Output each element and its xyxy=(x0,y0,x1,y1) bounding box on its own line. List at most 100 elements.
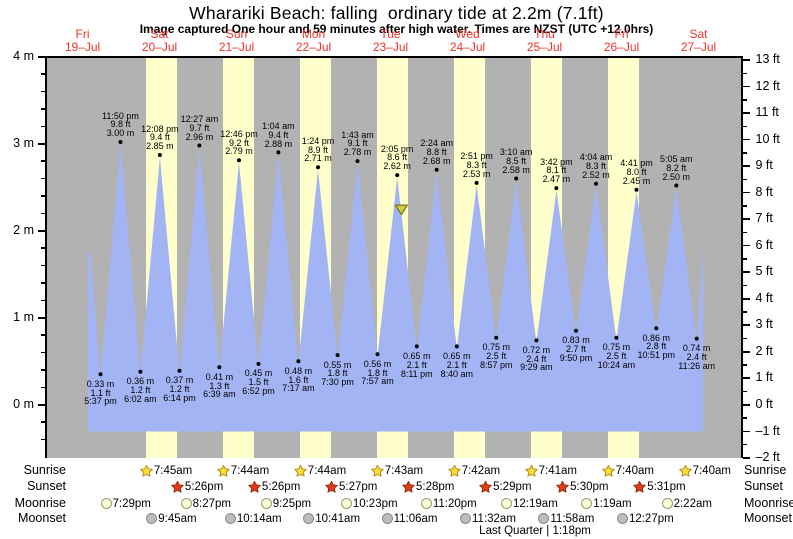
tide-label-line-1: 1.1 ft xyxy=(90,387,111,398)
tide-label-line-2: 7:17 am xyxy=(282,383,315,394)
tide-point xyxy=(494,335,499,340)
right-axis-major-tick xyxy=(742,457,750,459)
chart-element xyxy=(139,464,153,477)
astro-time: 5:30pm xyxy=(570,480,609,493)
tide-high-label: 5:05 am 8.2 ft 2.50 m xyxy=(644,155,708,181)
right-axis-minor-tick xyxy=(742,231,747,234)
tide-label-line-0: 0.33 m xyxy=(86,378,115,389)
sunset-star-icon xyxy=(402,480,416,493)
left-axis-minor-tick xyxy=(41,73,45,75)
tide-label-line-0: 0.65 m xyxy=(443,350,471,361)
tide-label-line-1: 8.2 ft xyxy=(666,162,687,173)
tide-low-label: 0.55 m 1.8 ft 7:30 pm xyxy=(306,360,370,387)
moonset-icon xyxy=(538,513,550,524)
tide-label-line-2: 2.58 m xyxy=(502,164,530,175)
tide-high-label: 12:46 pm 9.2 ft 2.79 m xyxy=(207,128,271,156)
astro-time: 7:40am xyxy=(692,464,731,477)
tide-label-line-1: 2.5 ft xyxy=(486,351,507,362)
left-axis-tick-label: 4 m xyxy=(13,49,34,63)
left-axis-major-tick xyxy=(38,143,45,145)
right-axis-minor-tick xyxy=(742,205,747,207)
moonset-icon xyxy=(616,513,628,524)
tide-low-label: 0.75 m 2.5 ft 8:57 pm xyxy=(464,343,528,369)
left-axis-minor-tick xyxy=(41,125,45,128)
tide-label-line-0: 0.86 m xyxy=(642,332,671,343)
tide-label-line-1: 8.5 ft xyxy=(506,155,527,166)
right-axis-minor-tick xyxy=(742,99,747,101)
tide-point xyxy=(414,344,419,349)
chart-title: Wharariki Beach: falling ordinary tide a… xyxy=(189,3,604,23)
day-label-dow: Fri xyxy=(614,27,629,41)
right-axis-major-tick xyxy=(742,377,750,380)
right-axis-tick-label: –2 ft xyxy=(755,450,780,465)
tide-high-label: 1:43 am 9.1 ft 2.78 m xyxy=(326,130,390,157)
tide-label-line-1: 1.8 ft xyxy=(367,367,388,378)
tide-label-line-1: 2.1 ft xyxy=(446,359,467,370)
astro-time: 12:27pm xyxy=(628,512,674,525)
right-axis-tick-label: 2 ft xyxy=(755,343,773,358)
astro-entry-moonset: 12:27pm xyxy=(616,512,674,525)
astro-time: 1:19am xyxy=(593,497,632,510)
tide-label-line-1: 2.1 ft xyxy=(406,359,427,370)
day-label-date: 20–Jul xyxy=(141,40,178,54)
tide-low-label: 0.72 m 2.4 ft 9:29 am xyxy=(504,345,568,372)
tide-low-label: 0.65 m 2.1 ft 8:40 am xyxy=(425,352,489,378)
chart-element xyxy=(678,464,692,477)
left-axis-minor-tick xyxy=(41,369,45,371)
tide-label-line-0: 11:50 pm xyxy=(102,110,139,121)
right-axis-major-tick xyxy=(742,271,750,273)
tide-low-label: 0.86 m 2.8 ft 10:51 pm xyxy=(624,332,688,361)
astro-time: 10:41am xyxy=(315,512,361,525)
astro-entry-moonset: 10:41am xyxy=(303,512,360,525)
row-label-right-moonset: Moonset xyxy=(744,511,792,525)
tide-point xyxy=(98,372,103,377)
tide-label-line-0: 0.48 m xyxy=(284,365,313,376)
moonrise-icon xyxy=(501,498,513,509)
day-label-date: 19–Jul xyxy=(64,40,101,54)
tide-label-line-2: 11:26 am xyxy=(678,360,716,371)
astro-entry-moonrise: 2:22am xyxy=(661,497,712,510)
moonset-icon xyxy=(381,513,393,524)
tide-label-line-0: 0.65 m xyxy=(402,350,431,361)
tide-label-line-0: 5:05 am xyxy=(660,154,693,164)
astro-entry-sunrise: 7:40am xyxy=(678,464,731,477)
left-axis-major-tick xyxy=(38,56,45,58)
tide-label-line-1: 2.8 ft xyxy=(646,341,667,352)
tide-point xyxy=(594,181,598,186)
chart-element xyxy=(479,480,493,493)
moonset-icon xyxy=(460,513,471,524)
chart-element xyxy=(170,480,184,493)
astro-time: 9:45am xyxy=(158,512,197,525)
tide-label-line-0: 12:27 am xyxy=(180,113,219,124)
right-axis-line xyxy=(740,56,743,458)
left-axis-minor-tick xyxy=(41,351,45,354)
right-axis-minor-tick xyxy=(742,390,747,393)
astro-time: 12:19am xyxy=(513,497,558,510)
tide-point xyxy=(118,140,123,144)
right-axis-minor-tick xyxy=(742,152,747,154)
right-axis-major-tick xyxy=(742,297,750,300)
row-label-left-sunrise: Sunrise xyxy=(23,463,66,477)
sunrise-star-icon xyxy=(601,464,615,477)
tide-label-line-2: 8:40 am xyxy=(440,368,474,379)
tide-point xyxy=(276,150,281,155)
astro-entry-moonrise: 7:29pm xyxy=(100,497,151,510)
tide-label-line-1: 8.3 ft xyxy=(466,160,487,171)
astro-entry-sunrise: 7:45am xyxy=(139,464,192,477)
right-axis-tick-label: 3 ft xyxy=(755,317,773,332)
sunrise-star-icon xyxy=(139,464,153,477)
astro-time: 7:43am xyxy=(384,464,424,477)
day-label: Sat 20–Jul xyxy=(125,28,195,54)
tide-high-label: 2:05 pm 8.6 ft 2.62 m xyxy=(365,144,429,171)
tide-label-line-2: 8:57 pm xyxy=(479,359,513,370)
chart-element xyxy=(324,480,338,493)
sunset-star-icon xyxy=(247,480,261,493)
day-label-date: 25–Jul xyxy=(526,40,563,54)
moonrise-icon xyxy=(661,498,673,509)
tide-point xyxy=(514,176,519,181)
tide-label-line-2: 10:51 pm xyxy=(637,350,676,361)
tide-label-line-1: 9.2 ft xyxy=(228,137,249,148)
tide-point xyxy=(554,186,559,191)
tide-label-line-0: 12:46 pm xyxy=(220,128,258,139)
tide-label-line-0: 2:24 am xyxy=(420,138,453,149)
